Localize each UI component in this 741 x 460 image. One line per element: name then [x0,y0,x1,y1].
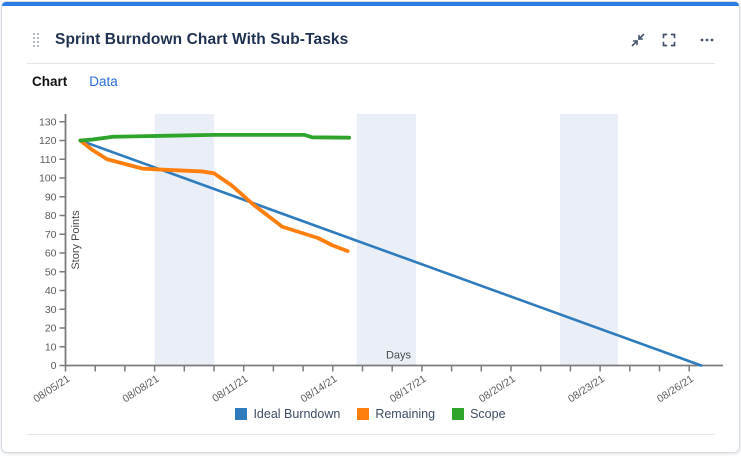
x-tick-label: 08/14/21 [299,373,340,405]
y-tick-label: 70 [45,229,57,241]
gadget-title: Sprint Burndown Chart With Sub-Tasks [55,31,349,48]
x-axis-title: Days [386,350,412,362]
legend-label: Remaining [375,407,436,421]
y-tick-label: 10 [45,341,57,353]
legend-swatch [452,408,465,420]
y-tick-label: 50 [45,266,57,278]
legend-label: Scope [470,407,506,421]
gadget-tabs: Chart Data [32,73,118,91]
legend-swatch [357,408,370,420]
series-line-remaining [78,138,350,254]
x-tick-label: 08/20/21 [477,373,518,405]
y-tick-label: 110 [40,154,57,166]
fullscreen-brackets-icon [662,33,676,47]
x-tick-label: 08/17/21 [388,373,429,405]
x-tick-label: 08/23/21 [566,373,607,405]
more-options-button[interactable] [697,30,717,50]
legend-item-remaining: Remaining [357,407,435,421]
y-axis-title: Story Points [70,210,82,270]
fullscreen-button[interactable] [659,30,679,50]
x-tick-label: 08/08/21 [120,373,161,405]
y-tick-label: 80 [45,210,57,222]
legend-swatch [235,408,248,420]
y-tick-label: 20 [45,323,57,335]
series-line-ideal-burndown [79,139,703,367]
gadget-actions [617,30,717,50]
drag-handle-icon[interactable] [33,33,42,48]
x-tick-label: 08/05/21 [31,373,72,405]
y-tick-label: 30 [45,304,57,316]
y-tick-label: 130 [39,116,57,128]
nonworking-day-band [356,114,416,366]
y-tick-label: 90 [45,191,57,203]
chart-legend: Ideal Burndown Remaining Scope [2,407,739,421]
gadget-header: Sprint Burndown Chart With Sub-Tasks [2,16,739,64]
minimize-button[interactable] [628,30,648,50]
card-accent-bar [2,2,739,6]
header-divider [27,63,715,64]
x-tick-label: 08/11/21 [210,373,250,405]
burndown-gadget-card: Sprint Burndown Chart With Sub-Tasks [1,1,740,453]
legend-label: Ideal Burndown [253,407,341,421]
collapse-arrows-icon [631,33,645,47]
y-tick-label: 0 [51,360,57,372]
series-line-scope [78,132,352,143]
nonworking-day-band [560,114,618,366]
y-tick-label: 60 [45,248,57,260]
footer-divider [27,434,715,435]
ellipsis-icon [700,38,714,42]
nonworking-day-band [154,114,214,366]
tab-chart[interactable]: Chart [32,74,68,89]
x-tick-label: 08/26/21 [655,373,696,405]
legend-item-scope: Scope [452,407,506,421]
y-tick-label: 100 [39,173,57,185]
y-tick-label: 120 [39,135,57,147]
legend-item-ideal-burndown: Ideal Burndown [235,407,340,421]
tab-data[interactable]: Data [89,74,118,89]
y-tick-label: 40 [45,285,57,297]
